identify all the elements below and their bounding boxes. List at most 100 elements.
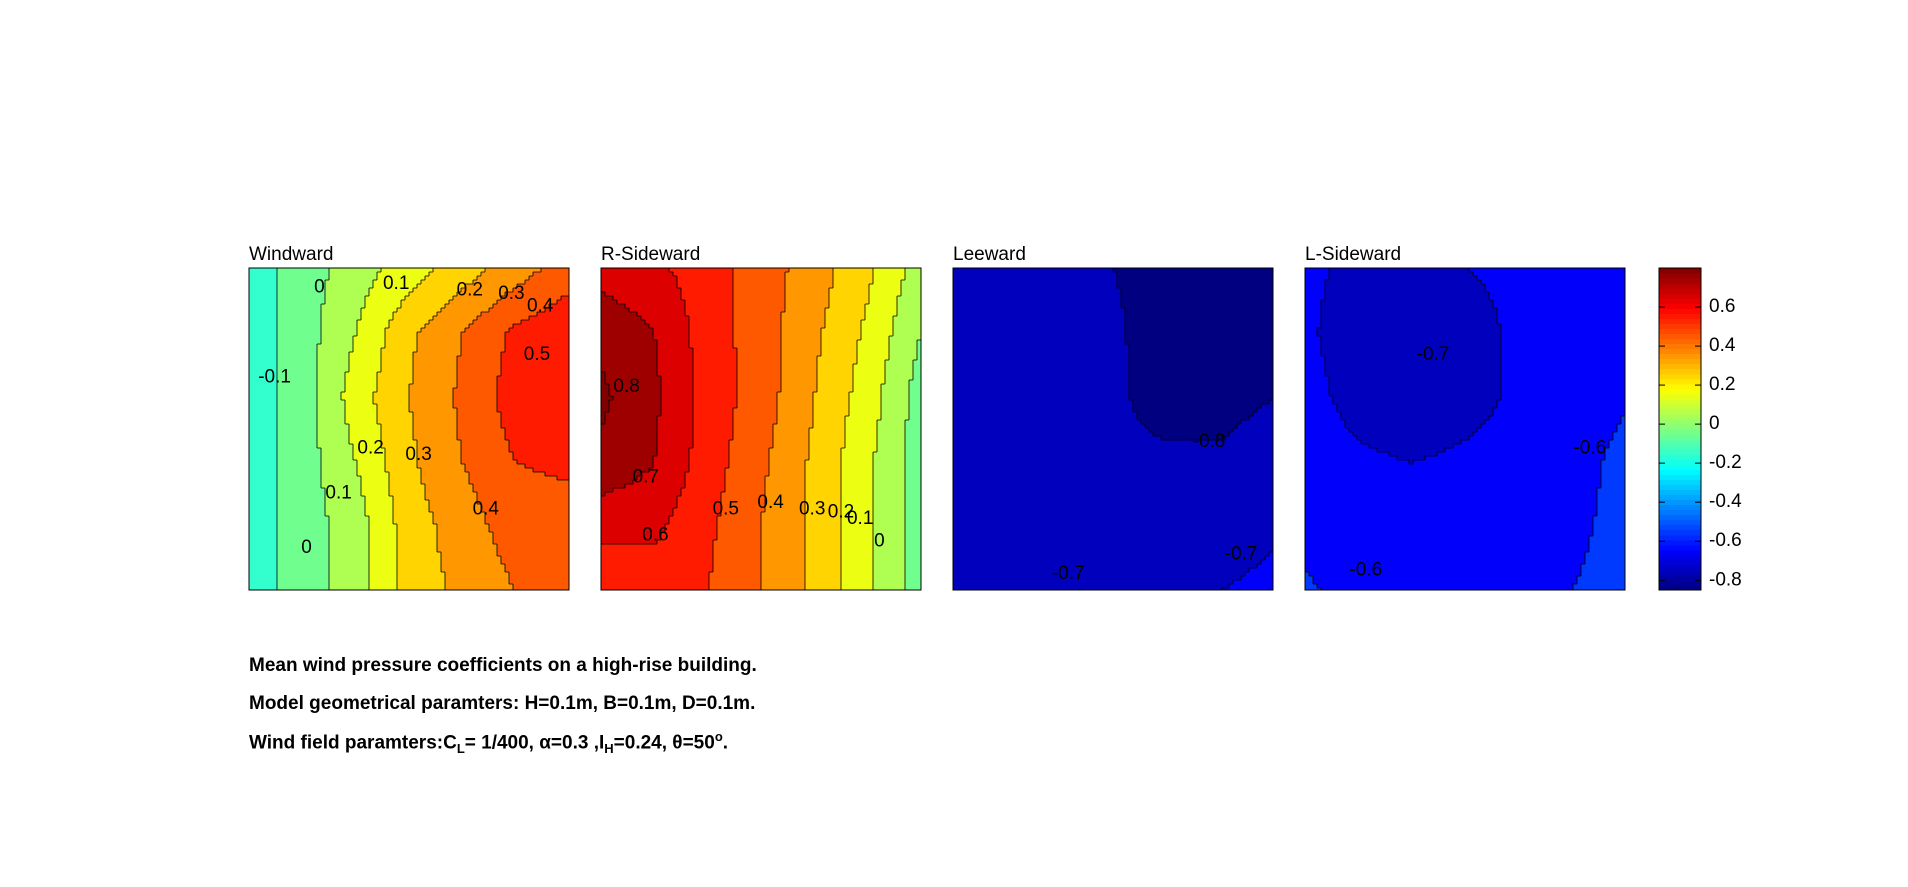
caption-prefix: Wind field paramters:C	[249, 732, 457, 754]
colorbar-segment	[1659, 423, 1701, 430]
caption-line-3: Wind field paramters:CL= 1/400, α=0.3 ,I…	[249, 729, 728, 756]
colorbar-segment	[1659, 544, 1701, 551]
contour-fill	[1305, 268, 1625, 590]
colorbar-tick-label: -0.6	[1709, 530, 1742, 551]
contour-label: 0.3	[498, 283, 524, 304]
colorbar-segment	[1659, 564, 1701, 571]
colorbar: -0.8 -0.6 -0.4 -0.2 0 0.2 0.4 0.6	[1658, 267, 1742, 591]
colorbar-tick-label: -0.4	[1709, 491, 1742, 512]
contour-label: 0.3	[799, 499, 825, 520]
colorbar-segment	[1659, 509, 1701, 516]
caption-line-1: Mean wind pressure coefficients on a hig…	[249, 655, 757, 676]
colorbar-segment	[1659, 328, 1701, 335]
contour-label: 0	[314, 276, 325, 297]
contour-label: -0.7	[1225, 544, 1258, 565]
colorbar-segment	[1659, 298, 1701, 304]
contour-label: 0.4	[757, 492, 784, 513]
colorbar-segment	[1659, 584, 1701, 591]
contour-lines	[276, 268, 569, 590]
colorbar-tick-label: -0.8	[1709, 569, 1742, 590]
contour-label: 0.4	[473, 499, 500, 520]
colorbar-segment	[1659, 474, 1701, 480]
caption-cl-subscript: L	[456, 741, 465, 757]
colorbar-tick-label: 0.2	[1709, 374, 1735, 395]
caption-end: .	[722, 732, 729, 754]
colorbar-segment	[1659, 484, 1701, 490]
colorbar-segment	[1659, 353, 1701, 360]
colorbar-segment	[1659, 333, 1701, 340]
contour-label: 0.2	[828, 502, 854, 523]
contour-label: 0.1	[325, 482, 351, 503]
colorbar-segment	[1659, 579, 1701, 586]
contour-lines	[601, 268, 921, 590]
colorbar-tick-label: 0	[1709, 413, 1720, 434]
colorbar-segment	[1659, 574, 1701, 581]
colorbar-segment	[1659, 288, 1701, 294]
contour-label: 0.2	[357, 437, 383, 458]
colorbar-segment	[1659, 434, 1701, 440]
caption-line-2: Model geometrical paramters: H=0.1m, B=0…	[249, 693, 756, 714]
contour-label: -0.7	[1417, 344, 1450, 365]
caption-degree: o	[714, 729, 723, 744]
contour-label: -0.6	[1349, 560, 1382, 581]
contour-label: 0.6	[642, 524, 668, 545]
contour-label: 0.7	[633, 466, 659, 487]
contour-label: 0.5	[524, 344, 550, 365]
contour-label: 0.5	[713, 499, 739, 520]
panel-title: L-Sideward	[1305, 244, 1401, 265]
contour-fill	[249, 268, 569, 590]
colorbar-segment	[1659, 569, 1701, 576]
contour-panel-3: Leeward -0.8 -0.7 -0.7	[952, 244, 1274, 591]
colorbar-tick-label: 0.4	[1709, 335, 1736, 356]
colorbar-segment	[1659, 378, 1701, 385]
colorbar-segment	[1659, 514, 1701, 521]
contour-label: 0.1	[847, 508, 873, 529]
panel-title: R-Sideward	[601, 244, 700, 265]
colorbar-segment	[1659, 383, 1701, 390]
colorbar-tick-label: 0.6	[1709, 296, 1735, 317]
colorbar-segment	[1659, 278, 1701, 284]
contour-label: 0.4	[527, 296, 554, 317]
colorbar-segment	[1659, 313, 1701, 319]
colorbar-segment	[1659, 363, 1701, 370]
colorbar-segment	[1659, 343, 1701, 350]
panel-frame	[248, 267, 570, 591]
colorbar-segment	[1659, 464, 1701, 470]
colorbar-segment	[1659, 283, 1701, 289]
caption-rest: =0.24, θ=50	[613, 732, 715, 754]
contour-lines	[1305, 268, 1625, 590]
contour-label: 0.2	[457, 280, 483, 301]
panel-title: Windward	[249, 244, 333, 265]
colorbar-segment	[1659, 479, 1701, 485]
colorbar-segment	[1659, 439, 1701, 445]
colorbar-segment	[1659, 413, 1701, 420]
contour-label: -0.6	[1573, 437, 1606, 458]
colorbar-segment	[1659, 549, 1701, 556]
colorbar-segment	[1659, 403, 1701, 410]
colorbar-segment	[1659, 338, 1701, 345]
colorbar-segment	[1659, 303, 1701, 309]
panel-title: Leeward	[953, 244, 1026, 265]
colorbar-segment	[1659, 323, 1701, 329]
colorbar-segment	[1659, 529, 1701, 536]
colorbar-segment	[1659, 318, 1701, 324]
colorbar-segment	[1659, 489, 1701, 496]
panel-frame	[952, 267, 1274, 591]
colorbar-segment	[1659, 459, 1701, 465]
colorbar-segment	[1659, 358, 1701, 365]
contour-label: 0.8	[613, 376, 639, 397]
contour-label: 0.1	[383, 273, 409, 294]
colorbar-segment	[1659, 308, 1701, 314]
contour-lines	[1112, 268, 1273, 590]
colorbar-segment	[1659, 388, 1701, 395]
colorbar-segment	[1659, 393, 1701, 400]
panel-frame	[1304, 267, 1626, 591]
colorbar-segment	[1659, 418, 1701, 425]
colorbar-segment	[1659, 429, 1701, 435]
contour-panel-4: L-Sideward -0.7 -0.6 -0.6	[1304, 244, 1626, 591]
contour-fill	[601, 268, 921, 590]
contour-panel-2: R-Sideward 0.8 0.7 0.6 0.5 0.4 0.3 0.20.10	[600, 244, 922, 591]
colorbar-segment	[1659, 519, 1701, 526]
